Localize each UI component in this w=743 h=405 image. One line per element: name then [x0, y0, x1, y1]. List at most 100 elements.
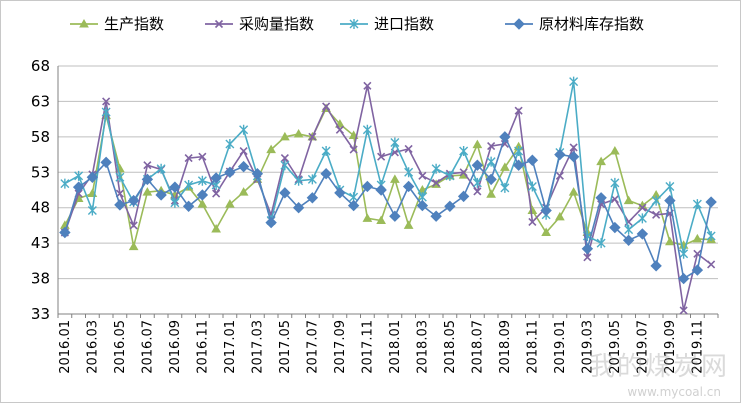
x-tick-label: 2017.01: [223, 320, 238, 374]
data-point: [610, 146, 620, 155]
x-tick-label: 2019.07: [635, 320, 650, 374]
data-point: [225, 138, 235, 149]
data-point: [527, 181, 537, 192]
y-axis-ticks: 33 38 43 48 53 58 63 68: [31, 57, 50, 323]
legend-label: 采购量指数: [239, 15, 314, 33]
y-tick-label: 33: [31, 305, 50, 323]
x-tick-label: 2017.09: [333, 320, 348, 374]
data-point: [238, 187, 249, 196]
data-point: [679, 248, 689, 259]
x-tick-label: 2018.11: [525, 320, 540, 374]
data-point: [321, 146, 331, 157]
data-point: [362, 124, 372, 135]
data-point: [182, 200, 195, 213]
data-point: [569, 143, 578, 152]
data-point: [390, 137, 400, 148]
data-point: [377, 152, 386, 161]
data-point: [212, 189, 221, 198]
data-point: [486, 189, 496, 198]
data-point: [74, 170, 84, 181]
data-point: [292, 202, 305, 214]
data-point: [652, 210, 661, 219]
x-tick-label: 2017.07: [305, 320, 320, 374]
data-point: [280, 154, 289, 163]
data-point: [239, 146, 248, 156]
data-point: [170, 197, 180, 208]
y-tick-label: 68: [31, 57, 50, 75]
data-point: [115, 172, 125, 183]
data-point: [581, 243, 594, 255]
data-point: [651, 195, 661, 206]
data-point: [197, 175, 207, 186]
x-tick-label: 2016.01: [58, 320, 73, 374]
series-line: [64, 81, 712, 255]
x-tick-label: 2019.11: [690, 320, 705, 374]
data-point: [376, 215, 386, 224]
data-point: [86, 171, 99, 183]
data-point: [609, 221, 621, 234]
x-tick-label: 2019.01: [553, 320, 568, 374]
data-point: [404, 144, 413, 153]
data-point: [100, 156, 112, 169]
y-tick-label: 63: [31, 92, 50, 110]
data-point: [636, 228, 649, 240]
x-tick-label: 2016.07: [140, 320, 155, 374]
chart-legend: 生产指数 采购量指数 进口指数 原材料库存指数: [70, 15, 644, 33]
x-axis-ticks: 2016.01 2016.03 2016.05 2016.07 2016.09 2016.…: [58, 320, 706, 374]
data-point: [596, 238, 606, 249]
x-tick-label: 2018.05: [443, 320, 458, 374]
y-tick-label: 48: [31, 199, 50, 217]
data-point: [184, 154, 193, 163]
watermark-logo-text: 我的煤炭网: [588, 352, 729, 382]
data-point: [198, 152, 207, 161]
data-point: [363, 81, 372, 90]
data-point: [486, 156, 496, 167]
data-point: [251, 167, 264, 180]
data-point: [430, 210, 442, 222]
data-point: [294, 175, 304, 186]
data-point: [361, 180, 374, 193]
data-point: [540, 204, 552, 217]
data-point: [129, 221, 138, 230]
data-point: [293, 129, 304, 138]
data-point: [473, 187, 482, 196]
data-point: [308, 132, 317, 141]
data-point: [114, 199, 126, 211]
data-point: [72, 181, 85, 193]
data-point: [334, 187, 346, 199]
data-point: [555, 211, 565, 221]
data-point: [224, 166, 236, 178]
data-point: [610, 195, 619, 204]
legend-item-3: 进口指数: [340, 15, 434, 33]
x-tick-label: 2019.03: [580, 320, 595, 374]
data-point: [554, 148, 566, 161]
data-point: [418, 171, 427, 180]
data-point: [196, 189, 209, 201]
data-point: [127, 194, 140, 207]
data-point: [349, 145, 358, 154]
data-point: [500, 182, 510, 193]
data-point: [320, 167, 332, 180]
data-point: [595, 192, 607, 204]
data-point: [514, 146, 524, 157]
data-point: [541, 227, 551, 237]
data-point: [239, 124, 249, 135]
data-point: [102, 97, 111, 106]
data-point: [500, 162, 510, 171]
data-point: [169, 181, 181, 193]
data-point: [691, 264, 704, 276]
x-tick-label: 2019.09: [663, 320, 678, 374]
x-tick-label: 2018.07: [470, 320, 485, 374]
x-tick-label: 2016.03: [85, 320, 100, 374]
data-point: [402, 180, 415, 193]
data-point: [432, 178, 441, 187]
data-point: [706, 231, 716, 242]
data-point: [457, 190, 470, 203]
data-point: [528, 217, 537, 226]
watermark-url: www.mycoal.cn: [627, 385, 721, 399]
data-point: [583, 253, 592, 262]
data-point: [679, 306, 688, 315]
data-point: [404, 167, 414, 178]
data-point: [210, 172, 222, 184]
